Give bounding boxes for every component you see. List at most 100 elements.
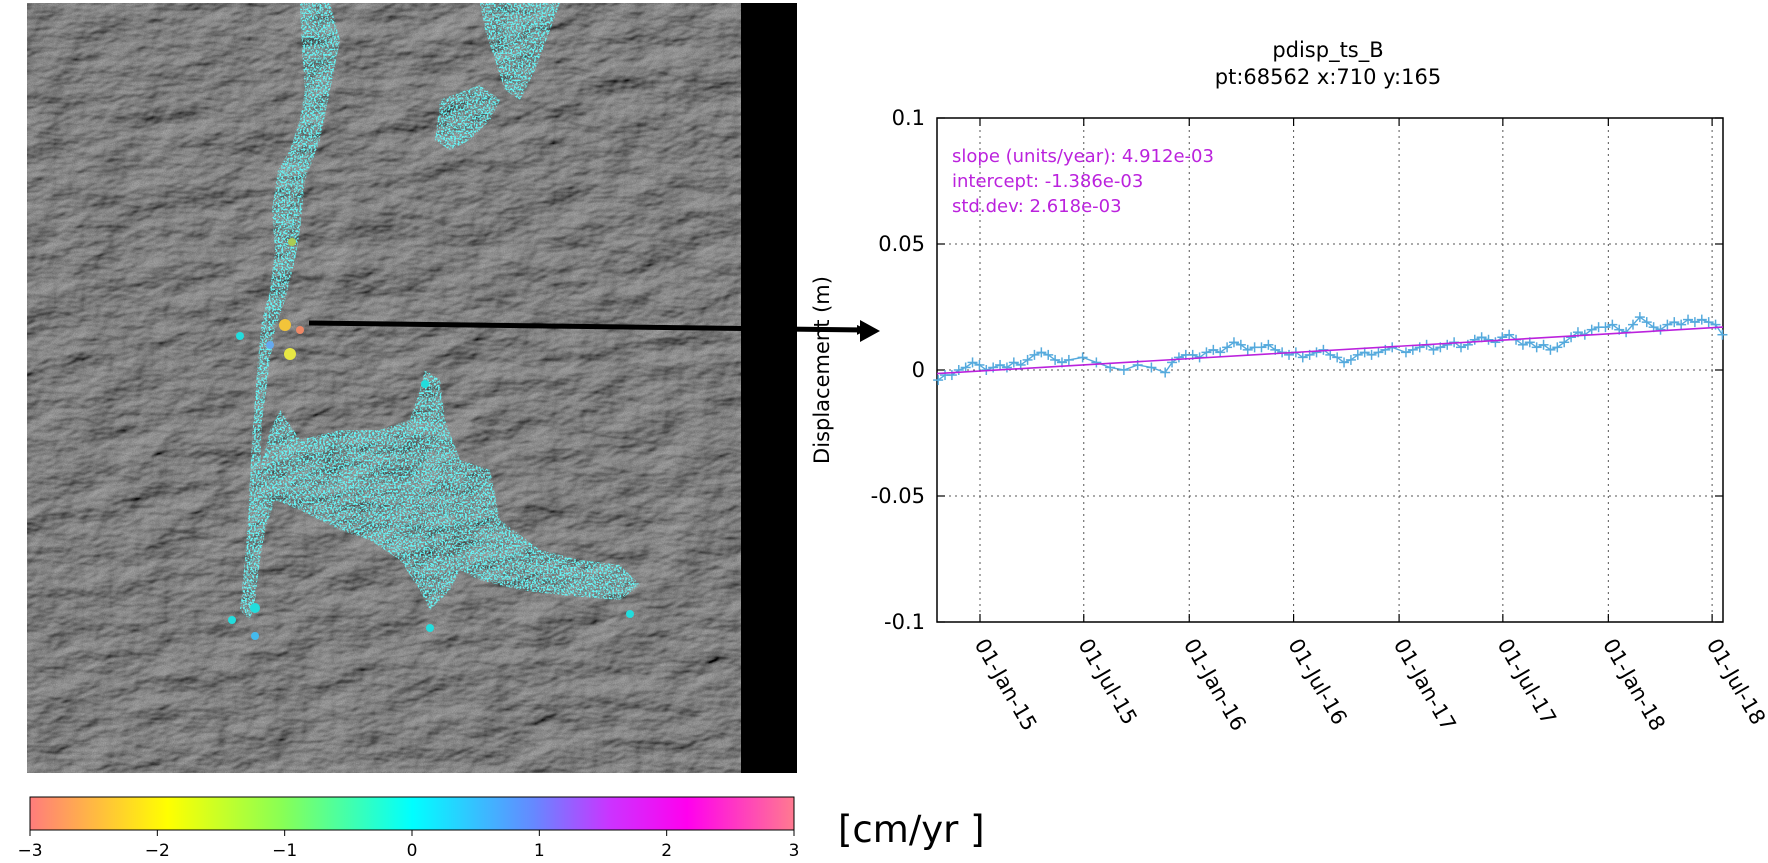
colorbar: −3 −2 −1 0 1 2 3	[17, 796, 800, 861]
x-tick-label: 01-Jul-16	[1283, 635, 1351, 729]
x-tick-label: 01-Jan-18	[1598, 635, 1670, 735]
data-point	[1284, 349, 1295, 360]
data-point	[1504, 329, 1515, 340]
y-tick-label: 0.05	[878, 232, 925, 256]
x-tick-label: 01-Jul-15	[1073, 635, 1141, 729]
data-point	[1559, 337, 1570, 348]
data-point	[1063, 354, 1074, 365]
pointer-arrow-head	[860, 320, 880, 342]
data-point	[1669, 317, 1680, 328]
data-point	[946, 370, 957, 381]
data-point	[995, 359, 1006, 370]
y-tick-label: 0	[912, 358, 925, 382]
y-tick-label: -0.05	[871, 484, 925, 508]
y-axis: 0.1 0.05 0 -0.05 -0.1	[871, 106, 1723, 634]
data-point	[1173, 352, 1184, 363]
data-point	[1201, 347, 1212, 358]
data-point	[1442, 339, 1453, 350]
data-point	[1325, 349, 1336, 360]
data-point	[1428, 344, 1439, 355]
colorbar-tick-label: −2	[145, 841, 170, 861]
data-point	[1339, 357, 1350, 368]
data-point	[1600, 322, 1611, 333]
data-point	[1717, 329, 1728, 340]
data-point	[974, 359, 985, 370]
terrain-image	[27, 3, 797, 773]
data-point	[1050, 354, 1061, 365]
velocity-points-overlay	[228, 3, 640, 640]
colorbar-tick-label: −1	[272, 841, 297, 861]
data-point	[1531, 342, 1542, 353]
data-point	[1456, 342, 1466, 353]
x-tick-label: 01-Jul-18	[1702, 635, 1768, 729]
data-point	[960, 362, 971, 373]
data-point	[1160, 367, 1171, 378]
y-tick-label: 0.1	[892, 106, 925, 130]
data-point	[1222, 342, 1233, 353]
data-point	[1242, 344, 1253, 355]
data-point	[1607, 319, 1618, 330]
fit-slope-text: slope (units/year): 4.912e-03	[952, 146, 1214, 167]
fit-line	[936, 326, 1724, 375]
data-point	[1676, 319, 1687, 330]
colorbar-tick-label: 3	[789, 841, 800, 861]
colorbar-tick-label: 2	[661, 841, 672, 861]
colorbar-unit-label: [cm/yr ]	[838, 808, 985, 851]
x-tick-label: 01-Jan-16	[1179, 635, 1251, 735]
data-point	[1641, 317, 1652, 328]
data-point	[1552, 342, 1563, 353]
colorbar-tick-label: 0	[407, 841, 418, 861]
data-point	[1001, 362, 1012, 373]
data-point	[1077, 352, 1088, 363]
data-point	[1469, 334, 1480, 345]
data-point	[1366, 349, 1377, 360]
data-point	[1586, 324, 1597, 335]
data-point	[1105, 362, 1116, 373]
data-point	[1689, 317, 1700, 328]
y-axis-label: Displacement (m)	[810, 276, 834, 464]
data-point	[1036, 347, 1047, 358]
colorbar-tick-label: 1	[534, 841, 545, 861]
data-point	[953, 365, 964, 375]
data-point	[1029, 349, 1040, 360]
data-point	[1373, 347, 1384, 358]
data-point	[1634, 312, 1645, 323]
data-point	[1332, 352, 1343, 363]
anomaly-point	[279, 319, 291, 331]
no-data-strip	[741, 3, 797, 773]
data-point	[967, 357, 978, 368]
data-point	[1043, 349, 1054, 360]
data-point	[1345, 354, 1356, 365]
data-point	[1208, 344, 1219, 355]
data-point	[1696, 314, 1707, 325]
data-point	[1407, 344, 1418, 355]
data-point	[1256, 342, 1267, 353]
data-point	[1566, 332, 1577, 343]
data-point	[1311, 347, 1322, 358]
data-point	[1627, 319, 1638, 330]
plot-frame	[936, 117, 1724, 623]
data-point	[1483, 334, 1494, 345]
x-tick-label: 01-Jul-17	[1493, 635, 1561, 729]
y-tick-label: -0.1	[884, 610, 925, 634]
data-point	[1400, 347, 1411, 358]
data-point	[1118, 365, 1129, 375]
data-point	[1517, 339, 1528, 350]
grid	[937, 117, 1723, 623]
x-tick-label: 01-Jan-17	[1389, 635, 1461, 735]
data-point	[1263, 339, 1274, 350]
data-point	[1490, 337, 1501, 348]
data-point	[1146, 362, 1157, 373]
data-point	[933, 375, 944, 386]
sar-velocity-map: −3 −2 −1 0 1 2 3	[17, 3, 800, 861]
data-point	[1655, 324, 1666, 335]
fit-intercept-text: intercept: -1.386e-03	[952, 171, 1143, 192]
data-point	[1008, 357, 1019, 368]
chart-subtitle: pt:68562 x:710 y:165	[1215, 65, 1441, 89]
data-point	[1091, 357, 1102, 368]
pointer-arrow	[308, 320, 867, 335]
data-point	[1215, 347, 1226, 358]
data-point	[1538, 339, 1549, 350]
fit-stddev-text: std.dev: 2.618e-03	[952, 196, 1122, 217]
